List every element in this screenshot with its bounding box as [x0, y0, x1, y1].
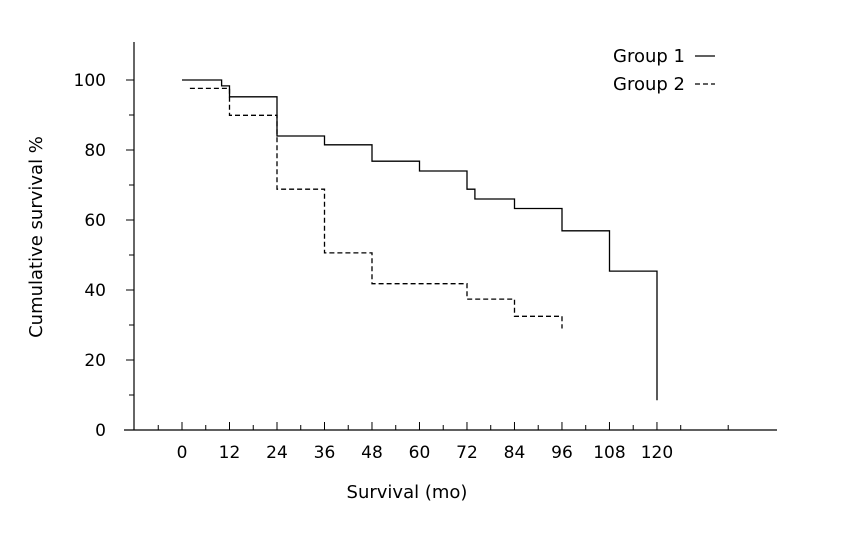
- series-line-group-1: [182, 79, 658, 401]
- y-tick-label-60: 60: [84, 211, 106, 231]
- axes: [124, 42, 777, 431]
- x-tick-label-48: 48: [361, 443, 383, 463]
- legend: Group 1 Group 2: [613, 46, 715, 95]
- x-axis-title: Survival (mo): [347, 482, 468, 503]
- x-tick-label-24: 24: [266, 443, 288, 463]
- x-tick-label-36: 36: [314, 443, 336, 463]
- y-tick-label-0: 0: [95, 421, 106, 441]
- x-tick-label-0: 0: [177, 443, 188, 463]
- x-tick-label-96: 96: [551, 443, 573, 463]
- x-tick-label-108: 108: [593, 443, 625, 463]
- y-axis-title: Cumulative survival %: [26, 136, 47, 338]
- series-layer: [182, 79, 658, 401]
- x-tick-label-84: 84: [504, 443, 526, 463]
- legend-label-group-1: Group 1: [613, 46, 685, 67]
- x-tick-label-72: 72: [456, 443, 478, 463]
- x-tick-label-120: 120: [641, 443, 673, 463]
- x-tick-label-12: 12: [219, 443, 241, 463]
- y-tick-label-100: 100: [74, 71, 106, 91]
- y-tick-label-40: 40: [84, 281, 106, 301]
- legend-label-group-2: Group 2: [613, 74, 685, 95]
- series-line-group-2: [189, 87, 563, 329]
- tick-labels: 0 20 40 60 80 100 0 12 24 36 48 60 72 84 96 108 120: [74, 71, 674, 463]
- x-tick-label-60: 60: [409, 443, 431, 463]
- ticks: [126, 79, 729, 431]
- y-tick-label-80: 80: [84, 141, 106, 161]
- y-tick-label-20: 20: [84, 351, 106, 371]
